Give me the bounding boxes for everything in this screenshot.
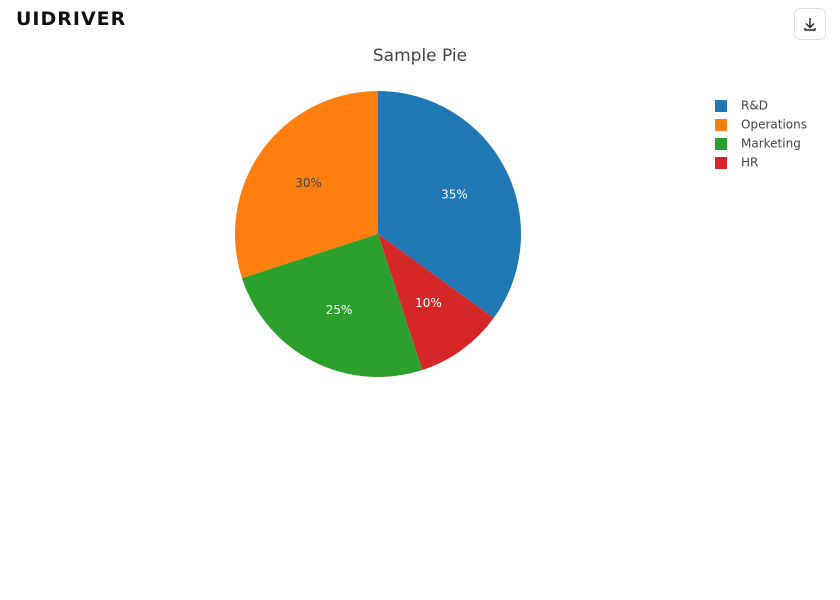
- slice-label: 35%: [441, 188, 468, 202]
- pie-slice: [234, 91, 378, 279]
- logo: UIDRIVER: [16, 8, 127, 30]
- legend-swatch: [715, 138, 727, 150]
- legend-label: HR: [741, 156, 758, 170]
- legend-swatch: [715, 100, 727, 112]
- pie-slice: [378, 90, 521, 319]
- legend-swatch: [715, 157, 727, 169]
- legend-label: Marketing: [741, 137, 801, 151]
- legend-label: Operations: [741, 118, 807, 132]
- download-icon: [804, 18, 816, 31]
- pie-slice: [378, 234, 494, 371]
- slice-label: 10%: [415, 296, 442, 310]
- download-button[interactable]: [794, 8, 826, 40]
- legend-label: R&D: [741, 99, 768, 113]
- chart-title: Sample Pie: [373, 46, 467, 66]
- legend-swatch: [715, 119, 727, 131]
- slice-label: 30%: [295, 176, 322, 190]
- pie-slice: [241, 234, 423, 377]
- slice-label: 25%: [326, 303, 353, 317]
